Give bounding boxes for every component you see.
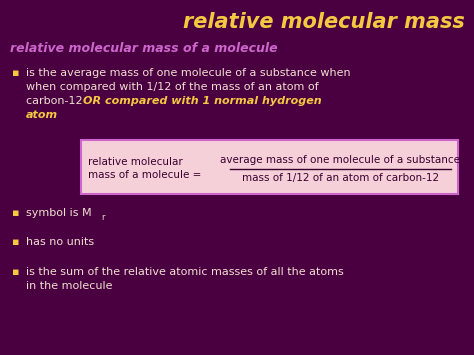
Text: is the sum of the relative atomic masses of all the atoms: is the sum of the relative atomic masses… bbox=[26, 267, 344, 277]
Text: OR compared with 1 normal hydrogen: OR compared with 1 normal hydrogen bbox=[83, 96, 322, 106]
Text: mass of 1/12 of an atom of carbon-12: mass of 1/12 of an atom of carbon-12 bbox=[242, 173, 439, 183]
Text: in the molecule: in the molecule bbox=[26, 281, 112, 291]
Text: ▪: ▪ bbox=[12, 208, 19, 218]
Text: carbon-12: carbon-12 bbox=[26, 96, 86, 106]
Text: has no units: has no units bbox=[26, 237, 94, 247]
Text: when compared with 1/12 of the mass of an atom of: when compared with 1/12 of the mass of a… bbox=[26, 82, 319, 92]
Text: relative molecular mass: relative molecular mass bbox=[183, 12, 465, 32]
Text: mass of a molecule =: mass of a molecule = bbox=[88, 170, 201, 180]
Text: r: r bbox=[101, 213, 104, 222]
Text: ▪: ▪ bbox=[12, 68, 19, 78]
Text: ▪: ▪ bbox=[12, 237, 19, 247]
Text: ▪: ▪ bbox=[12, 267, 19, 277]
Text: atom: atom bbox=[26, 110, 58, 120]
Text: average mass of one molecule of a substance: average mass of one molecule of a substa… bbox=[220, 155, 461, 165]
Text: is the average mass of one molecule of a substance when: is the average mass of one molecule of a… bbox=[26, 68, 351, 78]
Text: relative molecular: relative molecular bbox=[88, 157, 183, 167]
FancyBboxPatch shape bbox=[81, 140, 458, 194]
Text: relative molecular mass of a molecule: relative molecular mass of a molecule bbox=[10, 42, 278, 55]
Text: symbol is M: symbol is M bbox=[26, 208, 91, 218]
